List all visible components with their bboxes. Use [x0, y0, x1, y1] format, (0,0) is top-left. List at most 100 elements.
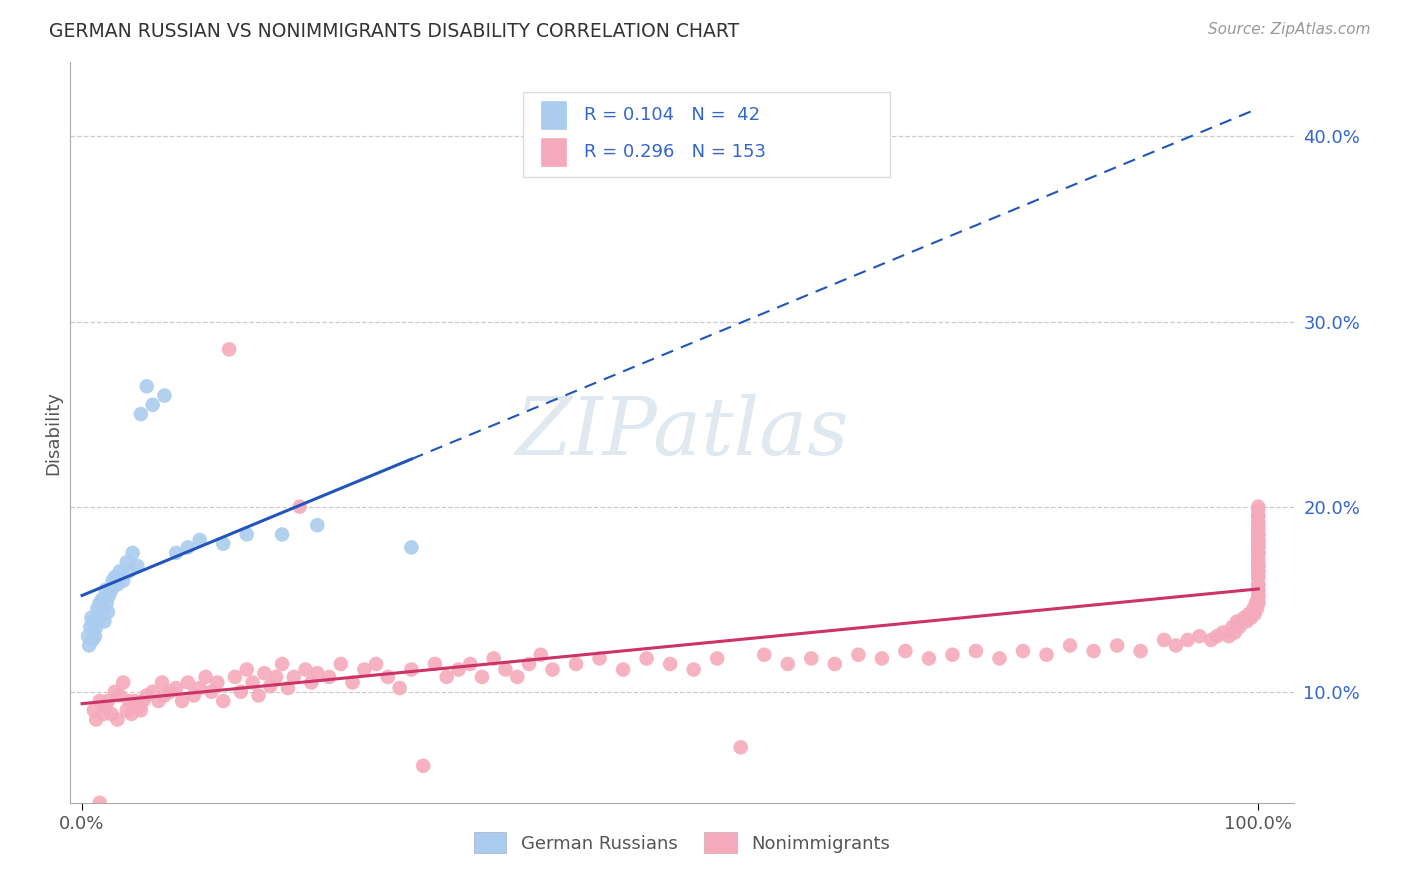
Point: [283, 670, 305, 684]
Point: [1247, 555, 1270, 569]
Point: [121, 706, 143, 721]
Point: [224, 670, 246, 684]
Point: [100, 582, 122, 597]
Point: [1164, 639, 1187, 653]
Point: [1247, 577, 1270, 591]
Point: [1247, 565, 1270, 579]
Point: [1247, 589, 1270, 603]
Point: [194, 670, 217, 684]
Point: [1247, 533, 1270, 547]
Point: [212, 536, 235, 550]
Point: [588, 651, 610, 665]
Point: [541, 663, 564, 677]
Point: [83, 703, 105, 717]
Point: [1247, 565, 1270, 579]
Point: [91, 592, 114, 607]
Point: [165, 681, 187, 695]
Point: [482, 651, 505, 665]
Point: [1247, 508, 1270, 523]
Point: [377, 670, 399, 684]
Point: [84, 629, 107, 643]
Point: [86, 601, 108, 615]
Point: [401, 663, 423, 677]
Point: [447, 663, 470, 677]
Point: [1218, 629, 1240, 643]
Point: [894, 644, 917, 658]
Point: [1247, 541, 1270, 555]
Point: [754, 648, 776, 662]
Point: [90, 607, 112, 621]
Point: [307, 666, 329, 681]
Point: [1247, 596, 1270, 610]
FancyBboxPatch shape: [523, 92, 890, 178]
Point: [165, 546, 187, 560]
Point: [135, 689, 157, 703]
Point: [682, 663, 704, 677]
Point: [1107, 639, 1129, 653]
Point: [112, 574, 135, 588]
Point: [1035, 648, 1057, 662]
Point: [1083, 644, 1105, 658]
Legend: German Russians, Nonimmigrants: German Russians, Nonimmigrants: [467, 825, 897, 861]
Point: [506, 670, 529, 684]
Point: [530, 648, 553, 662]
Point: [148, 694, 170, 708]
Point: [127, 558, 149, 573]
Point: [94, 582, 117, 597]
Point: [342, 675, 364, 690]
Point: [388, 681, 411, 695]
Point: [1188, 629, 1211, 643]
Point: [846, 648, 869, 662]
Point: [1247, 570, 1270, 584]
Point: [1059, 639, 1081, 653]
Point: [1247, 527, 1270, 541]
Point: [412, 758, 434, 772]
Point: [1247, 582, 1270, 597]
Point: [1212, 625, 1234, 640]
Point: [118, 694, 141, 708]
Point: [142, 685, 165, 699]
Point: [104, 570, 127, 584]
Point: [706, 651, 728, 665]
Point: [353, 663, 375, 677]
Point: [89, 694, 111, 708]
Point: [1237, 607, 1260, 621]
Point: [77, 639, 100, 653]
Point: [965, 644, 987, 658]
Point: [264, 670, 287, 684]
Point: [1247, 589, 1270, 603]
Point: [115, 703, 138, 717]
Point: [1247, 582, 1270, 597]
Point: [1153, 632, 1175, 647]
Point: [659, 657, 682, 671]
Text: Source: ZipAtlas.com: Source: ZipAtlas.com: [1208, 22, 1371, 37]
Point: [212, 694, 235, 708]
Point: [115, 555, 138, 569]
Point: [988, 651, 1011, 665]
Point: [132, 694, 155, 708]
Point: [401, 541, 423, 555]
Point: [235, 663, 257, 677]
Point: [612, 663, 634, 677]
Point: [247, 689, 270, 703]
Point: [200, 685, 222, 699]
Point: [271, 657, 294, 671]
Point: [1247, 546, 1270, 560]
Point: [1247, 596, 1270, 610]
Point: [1247, 536, 1270, 550]
Point: [458, 657, 481, 671]
Point: [97, 605, 120, 619]
Point: [1247, 546, 1270, 560]
Point: [93, 615, 115, 629]
Point: [1199, 632, 1222, 647]
Point: [1223, 625, 1246, 640]
Point: [1247, 546, 1270, 560]
Point: [1247, 570, 1270, 584]
Point: [800, 651, 823, 665]
Point: [118, 565, 141, 579]
Point: [299, 675, 322, 690]
Point: [207, 675, 229, 690]
Point: [1247, 558, 1270, 573]
Point: [1230, 615, 1253, 629]
Point: [89, 796, 111, 810]
